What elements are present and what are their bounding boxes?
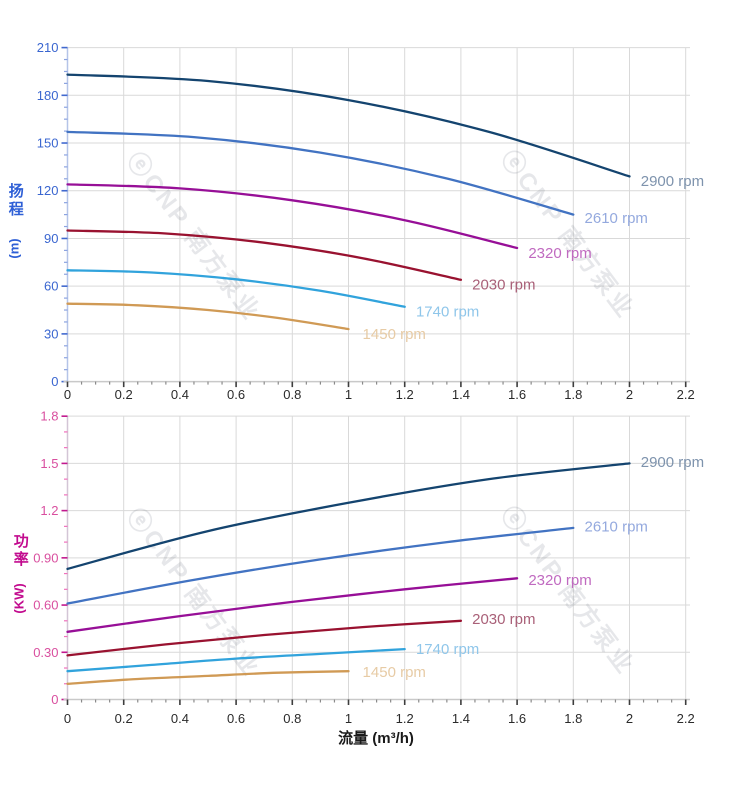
chart-text: 1.8	[40, 409, 58, 424]
chart-text: 120	[37, 183, 59, 198]
power-curve-2610rpm	[66, 526, 575, 605]
chart-text: 2.2	[677, 387, 695, 402]
power-curve-2030rpm	[66, 619, 463, 657]
chart-text: 0	[51, 374, 58, 389]
chart-text: 1.4	[452, 711, 470, 726]
head-curve-2610rpm	[66, 130, 575, 216]
watermark-text: ⓔCNP 南方泵业	[121, 503, 266, 683]
head-curve-1450rpm	[66, 302, 350, 331]
head-curve-label-1740rpm: 1740 rpm	[416, 304, 479, 321]
chart-text: 2	[626, 387, 633, 402]
power-curve-label-2030rpm: 2030 rpm	[472, 611, 535, 628]
chart-text: 0	[51, 692, 58, 707]
chart-text: 0.4	[171, 711, 189, 726]
power-curve-1450rpm	[66, 670, 350, 685]
head-axis-title-text: 扬程	[6, 183, 24, 219]
chart-text: 0.2	[115, 387, 133, 402]
chart-text: 1.6	[508, 387, 526, 402]
chart-text: 150	[37, 136, 59, 151]
chart-text: 1.2	[396, 711, 414, 726]
chart-text: 1.4	[452, 387, 470, 402]
chart-text: 1	[345, 387, 352, 402]
power-axis-title-text: 功率	[11, 533, 29, 569]
chart-text: 0.6	[227, 711, 245, 726]
chart-text: 210	[37, 40, 59, 55]
head-curve-label-2900rpm: 2900 rpm	[641, 173, 704, 190]
flow-axis-title: 流量 (m³/h)	[338, 730, 414, 747]
power-chart-grid	[67, 415, 690, 700]
power-curve-2900rpm	[66, 462, 631, 571]
head-axis-unit: (m)	[6, 238, 22, 259]
head-axis-title: 扬程 (m)	[5, 183, 25, 259]
power-curve-2320rpm	[66, 577, 519, 633]
head-chart-grid	[67, 47, 690, 382]
power-curve-label-1450rpm: 1450 rpm	[363, 664, 426, 681]
chart-text: 0.2	[115, 711, 133, 726]
chart-text: 0.4	[171, 387, 189, 402]
power-curve-1740rpm	[66, 647, 406, 673]
chart-text: 1.5	[40, 456, 58, 471]
chart-text: 1.8	[564, 711, 582, 726]
chart-text: 0.90	[33, 550, 58, 565]
chart-text: 0	[64, 711, 71, 726]
power-axis-title: 功率 (KW)	[5, 533, 35, 614]
head-curve-label-2030rpm: 2030 rpm	[472, 277, 535, 294]
chart-text: 1.2	[396, 387, 414, 402]
chart-text: 0	[64, 387, 71, 402]
chart-text: 60	[44, 279, 58, 294]
power-curve-label-1740rpm: 1740 rpm	[416, 641, 479, 658]
chart-text: 0.8	[283, 387, 301, 402]
head-curve-2900rpm	[66, 73, 631, 178]
chart-text: 30	[44, 326, 58, 341]
power-curve-label-2900rpm: 2900 rpm	[641, 454, 704, 471]
chart-text: 1.6	[508, 711, 526, 726]
chart-text: 0.60	[33, 598, 58, 613]
chart-text: 0.6	[227, 387, 245, 402]
head-curve-label-2610rpm: 2610 rpm	[585, 210, 648, 227]
chart-text: 90	[44, 231, 58, 246]
chart-text: 1	[345, 711, 352, 726]
chart-text: 0.30	[33, 645, 58, 660]
chart-text: 2.2	[677, 711, 695, 726]
head-curve-label-2320rpm: 2320 rpm	[528, 245, 591, 262]
chart-text: 180	[37, 88, 59, 103]
power-chart: ⓔCNP 南方泵业 ⓔCNP 南方泵业00.300.600.901.21.51.8…	[33, 409, 704, 726]
chart-text: 0.8	[283, 711, 301, 726]
head-curve-1740rpm	[66, 269, 406, 308]
head-curve-2030rpm	[66, 229, 463, 281]
chart-text: 1.2	[40, 503, 58, 518]
head-curve-label-1450rpm: 1450 rpm	[363, 326, 426, 343]
power-axis-unit: (KW)	[11, 583, 27, 614]
power-curve-label-2610rpm: 2610 rpm	[585, 518, 648, 535]
chart-text: 1.8	[564, 387, 582, 402]
head-curve-2320rpm	[66, 183, 519, 250]
power-curve-label-2320rpm: 2320 rpm	[528, 572, 591, 589]
chart-text: 2	[626, 711, 633, 726]
